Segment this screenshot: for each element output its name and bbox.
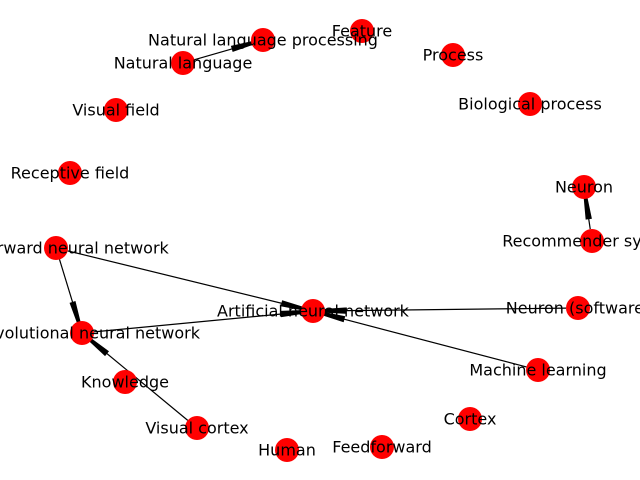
node-natural-language-processing [251,28,275,52]
edges-layer [58,41,592,421]
node-visual-cortex [185,416,209,440]
node-label-convolutional-neural-network: Convolutional neural network [0,324,201,343]
node-label-feature: Feature [332,22,392,41]
node-label-process: Process [423,46,484,65]
edge-feedforward_neural_network-to-artificial_neural_network [67,250,302,309]
edge-convolutional_neural_network-to-artificial_neural_network [93,311,302,333]
node-machine-learning [526,358,550,382]
node-label-neuron-software: Neuron (software) [506,299,640,318]
node-natural-language [171,51,195,75]
node-neuron [572,175,596,199]
node-label-recommender-system: Recommender system [502,232,640,251]
node-label-cortex: Cortex [444,410,497,429]
edge-machine_learning-to-artificial_neural_network [324,313,527,368]
node-cortex [458,407,482,431]
arrowhead-convolutional_neural_network-to-artificial_neural_network [280,310,302,318]
arrowhead-recommender_system-to-neuron [583,198,592,220]
node-feedforward [370,435,394,459]
node-neuron-software [566,296,590,320]
node-human [275,438,299,462]
arrowhead-machine_learning-to-artificial_neural_network [323,312,346,323]
node-label-artificial-neural-network: Artificial neural network [217,302,410,321]
node-artificial-neural-network [301,299,325,323]
node-biological-process [518,92,542,116]
node-label-neuron: Neuron [555,178,613,197]
node-label-feedforward: Feedforward [332,438,432,457]
node-label-natural-language-processing: Natural language processing [148,31,378,50]
node-label-feedforward-neural-network: Feedforward neural network [0,239,170,258]
arrowhead-visual_cortex-to-convolutional_neural_network [89,338,110,357]
node-label-natural-language: Natural language [114,54,253,73]
arrowhead-natural_language-to-natural_language_processing [230,41,253,52]
node-label-receptive-field: Receptive field [11,164,130,183]
node-feature [350,19,374,43]
node-visual-field [104,98,128,122]
node-convolutional-neural-network [70,321,94,345]
nodes-layer [44,19,604,462]
arrowhead-feedforward_neural_network-to-artificial_neural_network [280,300,303,311]
node-label-visual-cortex: Visual cortex [145,419,248,438]
node-process [441,43,465,67]
node-feedforward-neural-network [44,236,68,260]
node-label-machine-learning: Machine learning [469,361,606,380]
edge-visual_cortex-to-convolutional_neural_network [90,340,189,421]
node-recommender-system [580,229,604,253]
node-label-knowledge: Knowledge [81,373,169,392]
edge-neuron_software-to-artificial_neural_network [324,307,567,312]
node-label-biological-process: Biological process [458,95,602,114]
arrowhead-feedforward_neural_network-to-convolutional_neural_network [69,300,81,323]
node-knowledge [113,370,137,394]
node-label-visual-field: Visual field [72,101,159,120]
node-label-human: Human [258,441,316,460]
node-receptive-field [58,161,82,185]
